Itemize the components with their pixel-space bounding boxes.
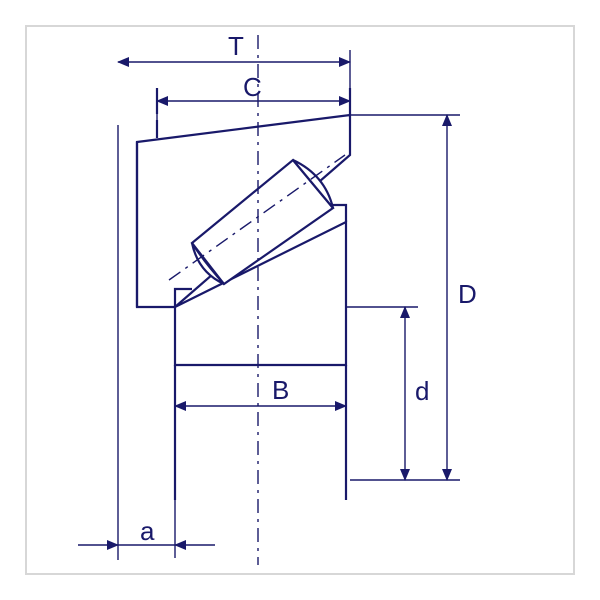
- dimension-B: B: [175, 365, 346, 418]
- bearing-cross-section: [118, 115, 350, 560]
- dimension-a: a: [78, 500, 215, 558]
- label-a: a: [140, 516, 155, 546]
- dimension-C: C: [157, 72, 350, 120]
- dimension-D: D: [350, 115, 477, 480]
- label-D: D: [458, 279, 477, 309]
- label-T: T: [228, 31, 244, 61]
- label-C: C: [243, 72, 262, 102]
- dimension-T: T: [118, 31, 350, 115]
- dimension-d: d: [346, 307, 429, 480]
- label-d: d: [415, 376, 429, 406]
- label-B: B: [272, 375, 289, 405]
